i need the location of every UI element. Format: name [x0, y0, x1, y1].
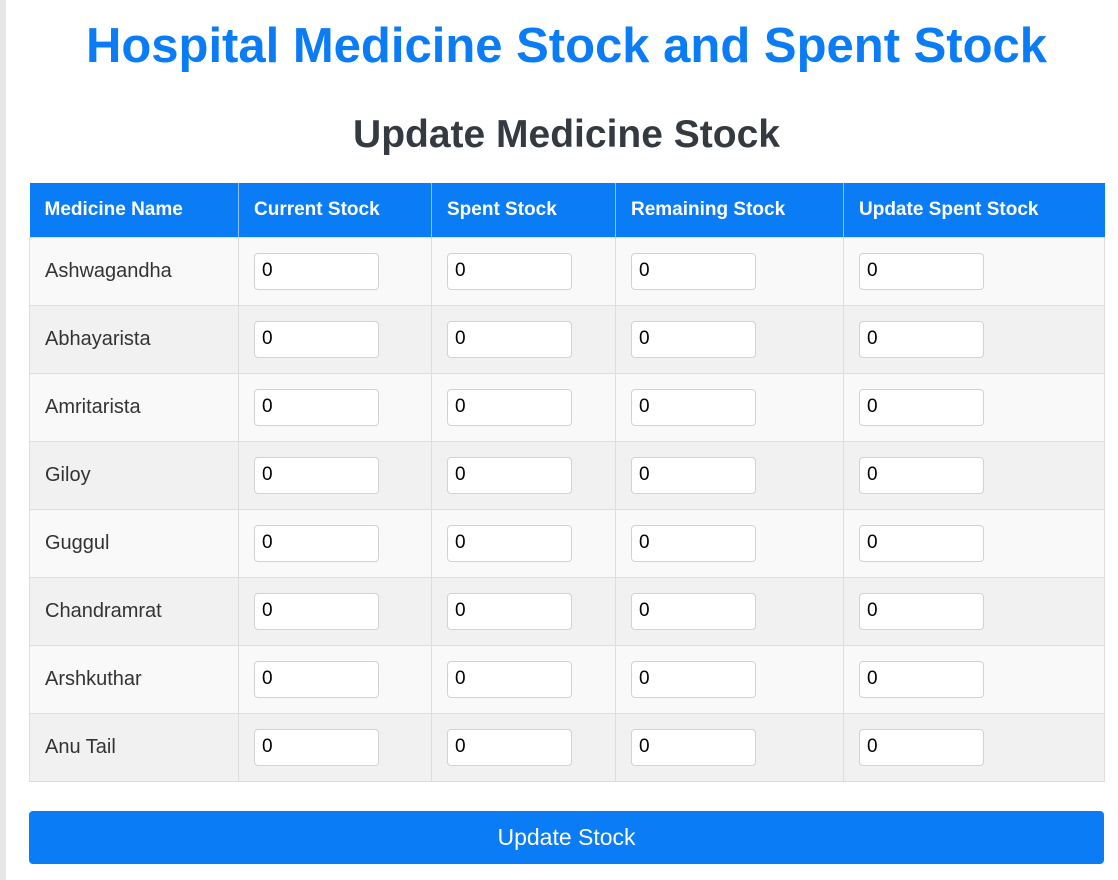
update-spent-stock-input[interactable] [859, 592, 984, 630]
update-spent-stock-cell [843, 508, 1105, 578]
update-spent-stock-input[interactable] [859, 660, 984, 698]
update-spent-stock-cell [843, 304, 1105, 374]
medicine-name-cell: Arshkuthar [29, 644, 239, 714]
spent-stock-cell [431, 372, 616, 442]
current-stock-cell [238, 440, 432, 510]
medicine-name-cell: Guggul [29, 508, 239, 578]
remaining-stock-cell [615, 440, 844, 510]
remaining-stock-cell [615, 304, 844, 374]
update-spent-stock-cell [843, 712, 1105, 782]
medicine-name-cell: Amritarista [29, 372, 239, 442]
page-title: Hospital Medicine Stock and Spent Stock [85, 19, 1048, 73]
remaining-stock-cell [615, 644, 844, 714]
update-spent-stock-input[interactable] [859, 728, 984, 766]
current-stock-cell [238, 236, 432, 306]
remaining-stock-cell [615, 236, 844, 306]
remaining-stock-cell [615, 508, 844, 578]
spent-stock-cell [431, 644, 616, 714]
page-left-edge [0, 0, 6, 880]
section-title: Update Medicine Stock [353, 113, 780, 156]
medicine-name-cell: Abhayarista [29, 304, 239, 374]
update-spent-stock-cell [843, 576, 1105, 646]
remaining-stock-input[interactable] [631, 524, 756, 562]
table-row: Abhayarista [29, 304, 1105, 374]
current-stock-cell [238, 508, 432, 578]
current-stock-input[interactable] [254, 728, 379, 766]
update-spent-stock-input[interactable] [859, 320, 984, 358]
spent-stock-input[interactable] [447, 320, 572, 358]
medicine-name-cell: Anu Tail [29, 712, 239, 782]
remaining-stock-input[interactable] [631, 592, 756, 630]
spent-stock-input[interactable] [447, 252, 572, 290]
table-row: Arshkuthar [29, 644, 1105, 714]
spent-stock-input[interactable] [447, 388, 572, 426]
remaining-stock-cell [615, 576, 844, 646]
current-stock-cell [238, 304, 432, 374]
current-stock-input[interactable] [254, 456, 379, 494]
spent-stock-input[interactable] [447, 660, 572, 698]
spent-stock-input[interactable] [447, 456, 572, 494]
column-header-current-stock: Current Stock [238, 183, 432, 237]
spent-stock-input[interactable] [447, 728, 572, 766]
spent-stock-cell [431, 236, 616, 306]
current-stock-input[interactable] [254, 592, 379, 630]
spent-stock-input[interactable] [447, 592, 572, 630]
remaining-stock-input[interactable] [631, 728, 756, 766]
spent-stock-cell [431, 304, 616, 374]
current-stock-input[interactable] [254, 320, 379, 358]
remaining-stock-input[interactable] [631, 660, 756, 698]
spent-stock-cell [431, 576, 616, 646]
medicine-name-cell: Giloy [29, 440, 239, 510]
remaining-stock-input[interactable] [631, 320, 756, 358]
table-row: Guggul [29, 508, 1105, 578]
table-header-row: Medicine Name Current Stock Spent Stock … [29, 183, 1105, 237]
update-spent-stock-cell [843, 372, 1105, 442]
update-spent-stock-cell [843, 236, 1105, 306]
current-stock-cell [238, 576, 432, 646]
spent-stock-cell [431, 440, 616, 510]
medicine-name-cell: Chandramrat [29, 576, 239, 646]
current-stock-input[interactable] [254, 252, 379, 290]
current-stock-cell [238, 372, 432, 442]
column-header-remaining-stock: Remaining Stock [615, 183, 844, 237]
spent-stock-cell [431, 508, 616, 578]
remaining-stock-cell [615, 372, 844, 442]
update-stock-button[interactable]: Update Stock [29, 811, 1104, 864]
remaining-stock-cell [615, 712, 844, 782]
current-stock-cell [238, 712, 432, 782]
table-row: Chandramrat [29, 576, 1105, 646]
table-row: Ashwagandha [29, 236, 1105, 306]
spent-stock-input[interactable] [447, 524, 572, 562]
update-spent-stock-input[interactable] [859, 524, 984, 562]
remaining-stock-input[interactable] [631, 456, 756, 494]
column-header-update-spent-stock: Update Spent Stock [843, 183, 1105, 237]
table-row: Amritarista [29, 372, 1105, 442]
update-spent-stock-input[interactable] [859, 388, 984, 426]
update-spent-stock-cell [843, 644, 1105, 714]
column-header-medicine-name: Medicine Name [29, 183, 239, 237]
current-stock-input[interactable] [254, 388, 379, 426]
spent-stock-cell [431, 712, 616, 782]
remaining-stock-input[interactable] [631, 252, 756, 290]
current-stock-input[interactable] [254, 660, 379, 698]
update-spent-stock-cell [843, 440, 1105, 510]
medicine-stock-table: Medicine Name Current Stock Spent Stock … [29, 183, 1105, 782]
table-row: Anu Tail [29, 712, 1105, 782]
current-stock-cell [238, 644, 432, 714]
medicine-name-cell: Ashwagandha [29, 236, 239, 306]
remaining-stock-input[interactable] [631, 388, 756, 426]
table-row: Giloy [29, 440, 1105, 510]
column-header-spent-stock: Spent Stock [431, 183, 616, 237]
current-stock-input[interactable] [254, 524, 379, 562]
update-spent-stock-input[interactable] [859, 252, 984, 290]
update-spent-stock-input[interactable] [859, 456, 984, 494]
